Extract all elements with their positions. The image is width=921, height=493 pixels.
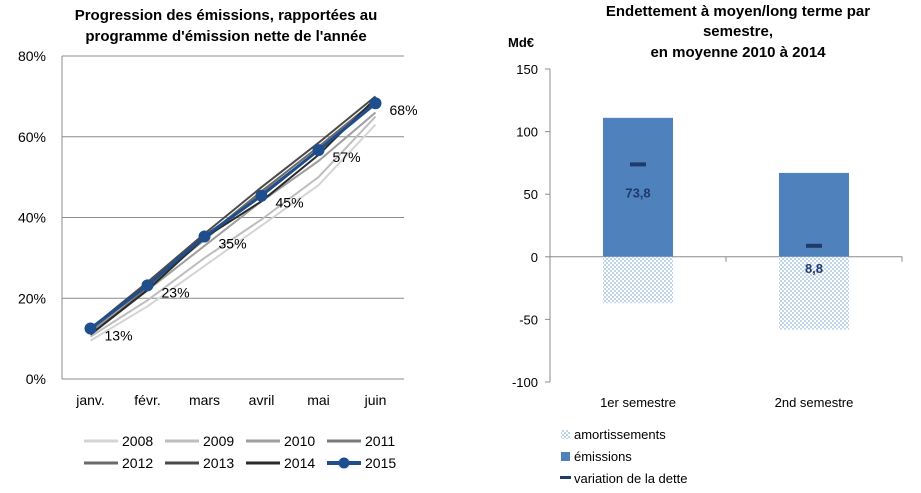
point-label: 68% [390, 102, 418, 118]
legend-label: 2014 [284, 455, 315, 471]
legend-label: 2015 [365, 455, 396, 471]
x-category-label: 1er semestre [600, 395, 676, 410]
bar-emissions [779, 172, 849, 257]
legend-swatch-emissions [561, 452, 570, 461]
legend-swatch-variation [560, 476, 571, 479]
point-2015 [255, 189, 268, 202]
y-tick-label: 0% [26, 371, 46, 387]
x-tick-label: juin [364, 392, 387, 408]
legend-swatch-amortissements [561, 430, 570, 439]
variation-value-label: 73,8 [625, 185, 650, 200]
x-tick-label: mai [307, 392, 330, 408]
legend-label: 2010 [284, 433, 315, 449]
legend-label: 2013 [203, 455, 234, 471]
left-chart-legend: 2008 2009 2010 2011 2012 2013 2014 2015 [84, 433, 396, 471]
series-line-2013 [89, 95, 377, 330]
point-label: 57% [333, 149, 361, 165]
variation-value-label: 8,8 [805, 261, 823, 276]
point-2015 [198, 230, 211, 243]
legend-label: 2011 [365, 433, 395, 449]
x-tick-label: févr. [134, 392, 160, 408]
point-label: 23% [162, 284, 190, 300]
right-chart-legend: amortissements émissions variation de la d… [560, 427, 687, 486]
point-label: 45% [276, 195, 304, 211]
point-2015 [84, 322, 97, 335]
right-chart-bars: 73,8 1er semestre 8,8 2nd semestre [600, 117, 854, 410]
left-chart-y-ticks: 0% 20% 40% 60% 80% [18, 48, 46, 387]
variation-marker [630, 162, 646, 167]
y-tick-label: 40% [18, 210, 46, 226]
y-tick-label: 20% [18, 290, 46, 306]
left-chart: Progression des émissions, rapportées au… [18, 7, 418, 471]
right-chart-title-line-3: en moyenne 2010 à 2014 [650, 44, 826, 61]
y-tick-label: 0 [531, 250, 538, 265]
x-tick-label: avril [249, 392, 275, 408]
point-label: 13% [105, 328, 133, 344]
legend-label: 2008 [122, 433, 153, 449]
y-tick-label: 50 [524, 187, 538, 202]
legend-label: 2009 [203, 433, 234, 449]
bar-emissions [603, 117, 673, 257]
y-tick-label: 150 [516, 62, 538, 77]
right-chart-y-unit: Md€ [508, 35, 534, 50]
x-tick-label: janv. [75, 392, 105, 408]
legend-label: amortissements [574, 427, 666, 442]
x-tick-label: mars [189, 392, 220, 408]
legend-label: émissions [574, 449, 632, 464]
legend-marker-2015 [338, 457, 350, 469]
right-chart: Endettement à moyen/long terme par semes… [508, 3, 903, 486]
left-chart-title-line-1: Progression des émissions, rapportées au [75, 7, 378, 24]
y-tick-label: 80% [18, 48, 46, 64]
left-chart-x-ticks: janv. févr. mars avril mai juin [75, 392, 386, 408]
point-2015 [369, 97, 382, 110]
left-chart-title-line-2: programme d'émission nette de l'année [85, 28, 366, 45]
y-tick-label: -100 [512, 375, 538, 390]
series-line-2009 [89, 115, 377, 338]
series-line-2014 [89, 97, 377, 336]
variation-marker [806, 243, 822, 248]
left-chart-points: 13% 23% 35% 45% 57% 68% [84, 97, 418, 344]
point-2015 [312, 144, 325, 157]
bar-amortissements [603, 256, 673, 304]
y-tick-label: 60% [18, 129, 46, 145]
right-chart-title-line-1: Endettement à moyen/long terme par [606, 3, 870, 20]
left-chart-series-lines [89, 95, 377, 342]
series-line-2008 [89, 123, 377, 342]
right-chart-title-line-2: semestre, [703, 23, 773, 40]
legend-label: 2012 [122, 455, 153, 471]
x-category-label: 2nd semestre [775, 395, 854, 410]
y-tick-label: 100 [516, 125, 538, 140]
point-label: 35% [219, 235, 247, 251]
legend-label: variation de la dette [574, 471, 687, 486]
bar-amortissements [779, 256, 849, 330]
y-tick-label: -50 [519, 312, 538, 327]
point-2015 [141, 279, 154, 292]
series-line-2015 [89, 102, 377, 330]
